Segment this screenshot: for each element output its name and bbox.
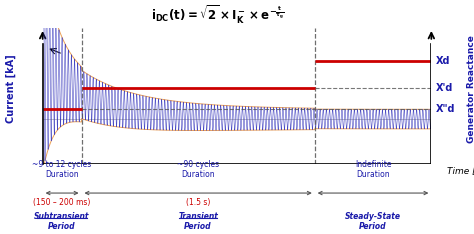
Text: Generator Reactance: Generator Reactance [467,35,474,143]
Text: Steady-State
Period: Steady-State Period [345,212,401,231]
Text: ~9 to 12 cycles
Duration: ~9 to 12 cycles Duration [32,160,91,179]
Text: ~90 cycles
Duration: ~90 cycles Duration [177,160,219,179]
Text: X"d: X"d [436,104,456,114]
Text: (150 – 200 ms): (150 – 200 ms) [33,198,91,207]
Text: $\mathbf{i_{DC}(t) = \sqrt{2} \times I_K^- \times e^{-\frac{t}{\tau_g}}}$: $\mathbf{i_{DC}(t) = \sqrt{2} \times I_K… [151,4,285,26]
Text: X'd: X'd [436,83,453,93]
Text: Transient
Period: Transient Period [178,212,218,231]
Text: (1.5 s): (1.5 s) [186,198,210,207]
Text: Indefinite
Duration: Indefinite Duration [355,160,392,179]
Text: Xd: Xd [436,56,450,66]
Text: Subtransient
Period: Subtransient Period [34,212,90,231]
Text: Current [kA]: Current [kA] [5,55,16,123]
Text: Time [s]: Time [s] [447,166,474,175]
